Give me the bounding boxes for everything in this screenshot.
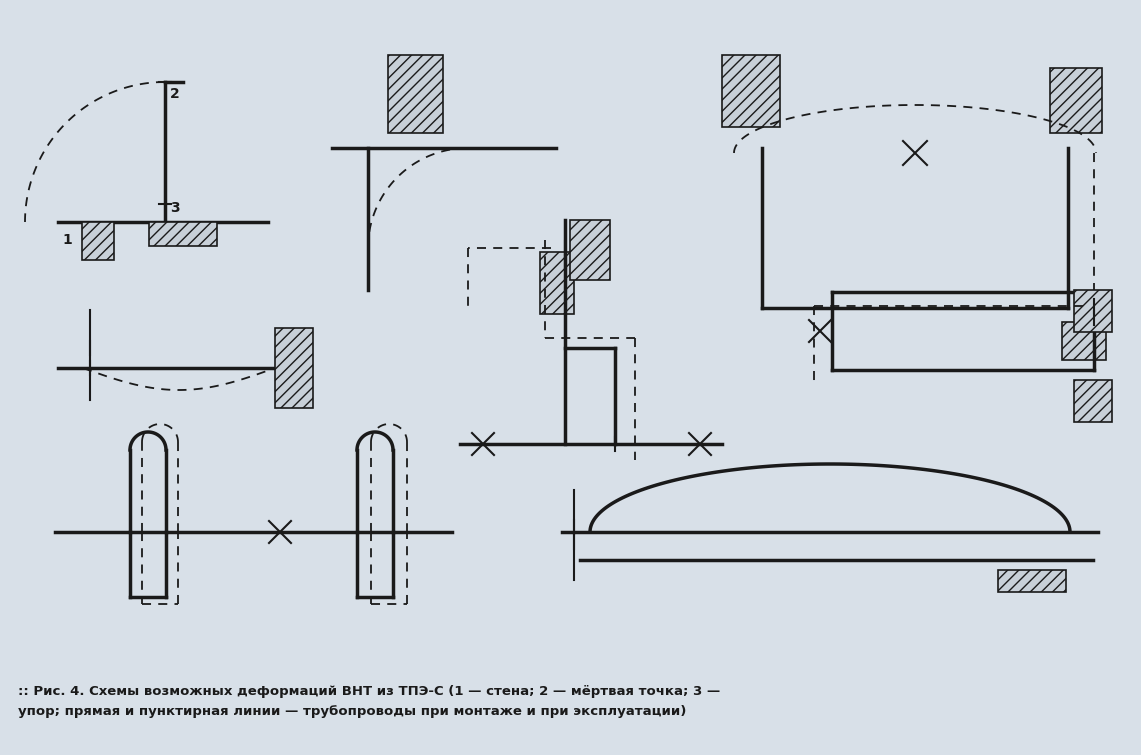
Bar xyxy=(998,570,1066,592)
Bar xyxy=(1074,290,1112,332)
Bar xyxy=(722,55,780,127)
Bar xyxy=(1074,380,1112,422)
Bar xyxy=(275,328,313,408)
Bar xyxy=(82,222,114,260)
Text: 3: 3 xyxy=(170,201,179,215)
Bar xyxy=(388,55,443,133)
Text: 2: 2 xyxy=(170,87,180,101)
Bar xyxy=(149,222,217,246)
Text: упор; прямая и пунктирная линии — трубопроводы при монтаже и при эксплуатации): упор; прямая и пунктирная линии — трубоп… xyxy=(18,705,687,718)
Text: :: Рис. 4. Схемы возможных деформаций ВНТ из ТПЭ-С (1 — стена; 2 — мёртвая точка: :: Рис. 4. Схемы возможных деформаций ВН… xyxy=(18,685,720,698)
Text: 1: 1 xyxy=(62,233,72,247)
Bar xyxy=(1050,68,1102,133)
Bar xyxy=(540,252,574,314)
Bar xyxy=(1062,322,1106,360)
Bar xyxy=(570,220,610,280)
